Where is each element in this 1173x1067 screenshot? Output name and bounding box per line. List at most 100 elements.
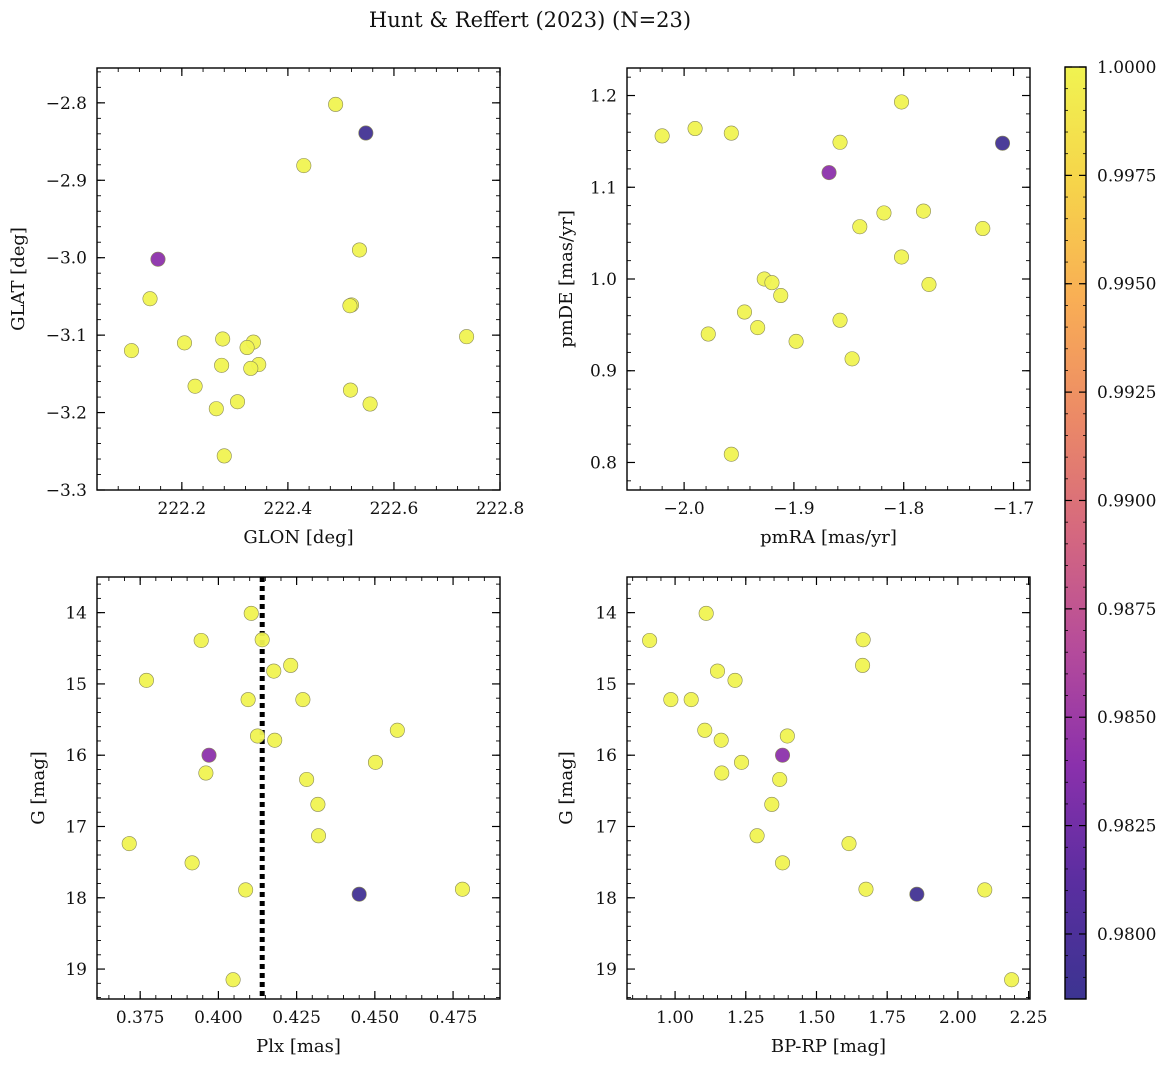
data-point bbox=[389, 722, 405, 738]
colorbar-tick-label: 0.9900 bbox=[1097, 491, 1156, 511]
data-point bbox=[915, 203, 931, 219]
figure-title: Hunt & Reffert (2023) (N=23) bbox=[369, 8, 691, 32]
colorbar-frame bbox=[1064, 66, 1087, 1000]
data-point bbox=[779, 728, 795, 744]
y-tick-label: 14 bbox=[595, 604, 617, 624]
x-tick-label: 1.25 bbox=[727, 1008, 765, 1028]
data-point bbox=[267, 732, 283, 748]
x-tick-label: 0.450 bbox=[351, 1008, 400, 1028]
y-tick-label: 19 bbox=[595, 960, 617, 980]
data-point bbox=[215, 331, 231, 347]
x-tick-label: 222.2 bbox=[158, 499, 207, 519]
axes-frame bbox=[96, 576, 501, 1000]
data-point bbox=[775, 855, 791, 871]
y-tick-label: 16 bbox=[65, 746, 87, 766]
y-tick-label: −2.9 bbox=[46, 171, 87, 191]
data-point bbox=[894, 249, 910, 265]
data-point bbox=[311, 828, 327, 844]
data-point bbox=[841, 836, 857, 852]
data-point bbox=[855, 632, 871, 648]
x-tick-label: −1.8 bbox=[883, 499, 924, 519]
x-tick-label: 2.25 bbox=[1010, 1008, 1048, 1028]
data-point bbox=[142, 291, 158, 307]
data-point bbox=[454, 881, 470, 897]
data-point bbox=[709, 663, 725, 679]
y-tick-label: 18 bbox=[65, 889, 87, 909]
data-point bbox=[299, 771, 315, 787]
data-point bbox=[351, 886, 367, 902]
x-tick-label: 1.50 bbox=[798, 1008, 836, 1028]
x-tick-label: 2.00 bbox=[939, 1008, 977, 1028]
data-point bbox=[855, 657, 871, 673]
data-point bbox=[250, 728, 266, 744]
data-points bbox=[642, 605, 1020, 988]
y-axis-label: G [mag] bbox=[556, 751, 577, 824]
data-point bbox=[230, 394, 246, 410]
x-tick-label: 0.425 bbox=[272, 1008, 321, 1028]
data-point bbox=[749, 828, 765, 844]
x-tick-label: 1.00 bbox=[656, 1008, 694, 1028]
scatter-panel-1: 222.2 222.4 222.6 222.8 −2.8 −2.9 −3.0 −3.1 −3.2… bbox=[8, 67, 524, 548]
data-points bbox=[121, 605, 470, 988]
y-tick-label: 17 bbox=[65, 817, 87, 837]
y-tick-label: 18 bbox=[595, 889, 617, 909]
y-tick-label: −3.2 bbox=[46, 404, 87, 424]
colorbar-tick-label: 0.9850 bbox=[1097, 708, 1156, 728]
data-point bbox=[977, 882, 993, 898]
data-point bbox=[328, 96, 344, 112]
y-axis-label: GLAT [deg] bbox=[8, 227, 29, 331]
y-axis-label: pmDE [mas/yr] bbox=[556, 210, 577, 348]
data-point bbox=[663, 692, 679, 708]
y-tick-label: 0.8 bbox=[590, 453, 617, 473]
colorbar: 0.9800 0.9825 0.9850 0.9875 0.9900 0.9925 0.99… bbox=[1064, 58, 1156, 1000]
data-point bbox=[698, 605, 714, 621]
minor-ticks bbox=[96, 68, 501, 491]
data-point bbox=[713, 732, 729, 748]
data-point bbox=[208, 401, 224, 417]
y-tick-label: −3.3 bbox=[46, 481, 87, 501]
y-tick-label: 15 bbox=[595, 675, 617, 695]
minor-ticks bbox=[627, 68, 1030, 490]
data-point bbox=[654, 128, 670, 144]
data-point bbox=[727, 672, 743, 688]
data-point bbox=[243, 360, 259, 376]
data-point bbox=[1004, 972, 1020, 988]
data-point bbox=[909, 886, 925, 902]
data-point bbox=[459, 329, 475, 345]
colorbar-tick-label: 0.9950 bbox=[1097, 275, 1156, 295]
data-point bbox=[266, 663, 282, 679]
data-point bbox=[187, 378, 203, 394]
data-point bbox=[832, 134, 848, 150]
data-point bbox=[238, 882, 254, 898]
data-point bbox=[342, 298, 358, 314]
data-point bbox=[975, 221, 991, 237]
data-point bbox=[750, 320, 766, 336]
colorbar-gradient bbox=[1065, 67, 1086, 999]
y-tick-label: 1.1 bbox=[590, 178, 617, 198]
data-point bbox=[844, 351, 860, 367]
data-point bbox=[201, 747, 217, 763]
scatter-panel-4: 1.00 1.25 1.50 1.75 2.00 2.25 14 15 16 17 18 19 BP-R… bbox=[556, 576, 1048, 1057]
x-tick-label: 222.4 bbox=[264, 499, 313, 519]
y-tick-label: 16 bbox=[595, 746, 617, 766]
x-tick-label: 0.375 bbox=[116, 1008, 165, 1028]
data-point bbox=[788, 333, 804, 349]
x-tick-label: −2.0 bbox=[663, 499, 704, 519]
axes-frame bbox=[626, 576, 1031, 1000]
data-point bbox=[358, 125, 374, 141]
data-point bbox=[138, 672, 154, 688]
minor-ticks bbox=[97, 577, 501, 999]
data-point bbox=[240, 692, 256, 708]
y-tick-label: 17 bbox=[595, 817, 617, 837]
data-point bbox=[697, 722, 713, 738]
y-tick-label: 1.0 bbox=[590, 270, 617, 290]
y-tick-label: −3.1 bbox=[46, 326, 87, 346]
data-point bbox=[367, 754, 383, 770]
x-tick-label: 0.475 bbox=[429, 1008, 478, 1028]
data-point bbox=[852, 219, 868, 235]
colorbar-tick-label: 1.0000 bbox=[1097, 58, 1156, 78]
data-point bbox=[198, 765, 214, 781]
data-point bbox=[214, 357, 230, 373]
x-tick-label: 1.75 bbox=[868, 1008, 906, 1028]
